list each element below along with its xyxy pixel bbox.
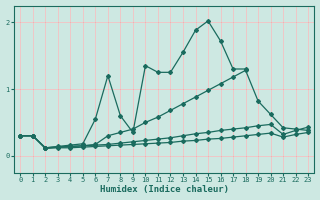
X-axis label: Humidex (Indice chaleur): Humidex (Indice chaleur) [100, 185, 229, 194]
